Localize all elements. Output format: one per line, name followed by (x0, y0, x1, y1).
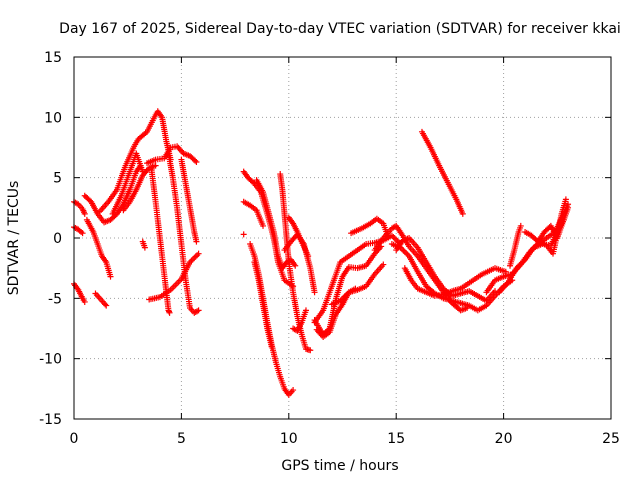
series-arc-6 (92, 290, 110, 309)
data-point (380, 261, 387, 268)
series-arc-15 (146, 250, 202, 303)
data-point (311, 289, 318, 296)
y-tick-label: -5 (48, 291, 62, 307)
data-point (189, 256, 196, 263)
series-arc-5 (83, 216, 114, 280)
data-point (517, 222, 524, 229)
y-tick-label: 5 (53, 171, 62, 187)
y-tick-label: 10 (44, 110, 62, 126)
data-point (193, 158, 200, 165)
series-arc-28 (311, 232, 404, 326)
y-tick-label: -10 (39, 352, 62, 368)
data-point (400, 247, 407, 254)
data-point (81, 298, 88, 305)
x-tick-label: 5 (177, 431, 186, 447)
series-arc-35 (418, 128, 466, 217)
series-arc-29 (328, 261, 387, 308)
data-point (152, 162, 159, 169)
data-point (166, 309, 173, 316)
series-arc-12 (144, 143, 200, 167)
data-point (459, 210, 466, 217)
data-point (79, 230, 86, 237)
series-arc-4 (81, 162, 144, 226)
series-arc-34 (393, 235, 499, 304)
series-arc-24 (285, 214, 312, 260)
data-point (292, 262, 299, 269)
x-tick-label: 25 (602, 431, 620, 447)
series-arc-14 (178, 156, 200, 245)
series-arc-20 (251, 259, 275, 350)
series-arc-11 (148, 165, 173, 316)
x-tick-label: 15 (387, 431, 405, 447)
data-points (71, 108, 572, 398)
x-axis-label: GPS time / hours (281, 458, 398, 474)
grid (74, 57, 611, 419)
series-arc-39 (528, 196, 569, 257)
axis-ticks: 0 5 10 15 20 25 -15 -10 -5 0 5 10 15 (39, 50, 620, 447)
data-point (192, 157, 199, 164)
y-tick-label: -15 (39, 412, 62, 428)
series-arc-38 (507, 222, 524, 269)
data-point (102, 301, 109, 308)
series-arc-40 (522, 216, 567, 245)
data-point (562, 196, 569, 203)
data-point (141, 244, 148, 251)
chart-title: Day 167 of 2025, Sidereal Day-to-day VTE… (59, 21, 621, 37)
series-arc-18 (240, 231, 247, 238)
data-point (260, 222, 267, 229)
series-arc-2 (71, 224, 86, 237)
data-point (81, 210, 88, 217)
series-arc-17 (240, 198, 267, 229)
series-arc-25 (290, 307, 309, 334)
data-point (193, 238, 200, 245)
data-point (560, 216, 567, 223)
series-arc-3 (71, 280, 88, 305)
plot-frame (73, 56, 612, 420)
y-tick-label: 15 (44, 50, 62, 66)
data-point (305, 253, 312, 260)
series-arc-8 (109, 150, 146, 217)
data-point (192, 253, 199, 260)
data-point (195, 250, 202, 257)
series-arc-10 (139, 238, 148, 251)
x-tick-label: 10 (280, 431, 298, 447)
y-axis-label: SDTVAR / TECUs (6, 181, 22, 296)
data-point (195, 307, 202, 314)
data-point (307, 347, 314, 354)
data-point (191, 254, 198, 261)
data-point (401, 248, 408, 255)
data-point (194, 252, 201, 259)
data-point (290, 387, 297, 394)
data-point (107, 273, 114, 280)
x-tick-label: 20 (495, 431, 513, 447)
series-arc-1 (71, 198, 88, 217)
data-point (240, 231, 247, 238)
series-arc-36 (483, 201, 572, 296)
data-point (390, 233, 397, 240)
y-tick-label: 0 (53, 231, 62, 247)
data-point (103, 302, 110, 309)
series-arc-22 (277, 171, 314, 354)
data-point (403, 250, 410, 257)
series-arc-21 (253, 177, 299, 272)
x-tick-label: 0 (70, 431, 79, 447)
data-point (268, 343, 275, 350)
data-point (492, 288, 499, 295)
data-point (302, 307, 309, 314)
